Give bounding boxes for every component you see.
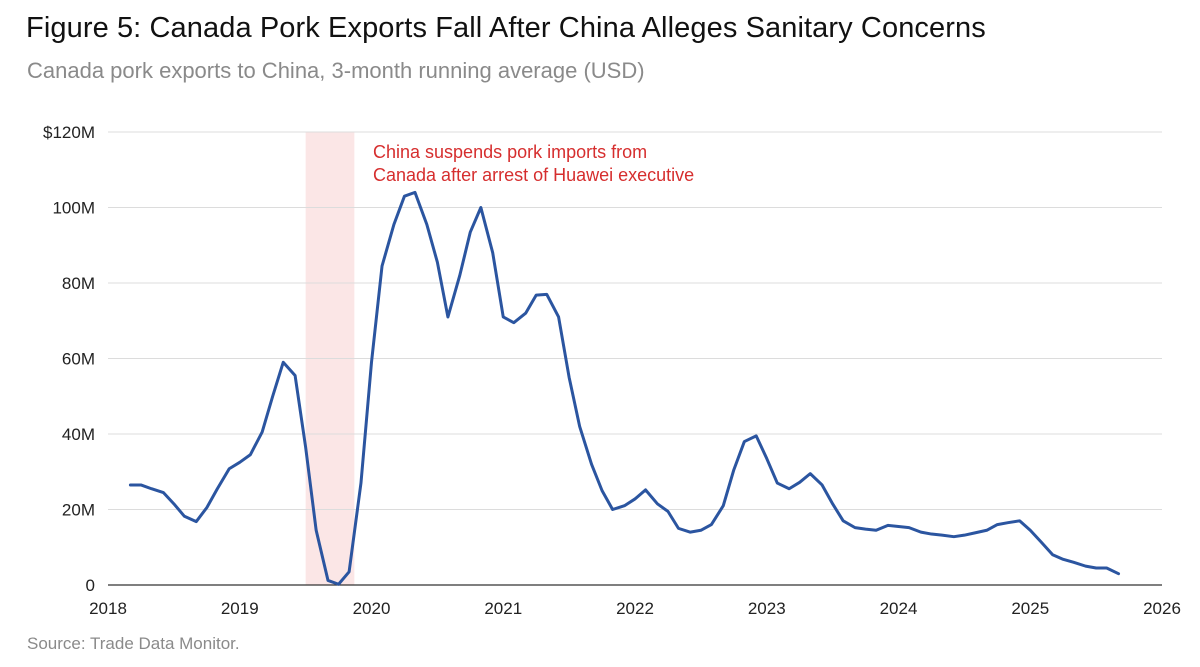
y-tick-label: 0	[86, 576, 95, 595]
y-tick-labels: 0 20M 40M 60M 80M 100M $120M	[43, 123, 95, 595]
x-tick-labels: 2018 2019 2020 2021 2022 2023 2024 2025 2026	[89, 599, 1181, 618]
x-tick-label: 2021	[484, 599, 522, 618]
source-note: Source: Trade Data Monitor.	[27, 634, 240, 653]
y-tick-label: 20M	[62, 501, 95, 520]
x-tick-label: 2019	[221, 599, 259, 618]
annotation: China suspends pork imports from Canada a…	[373, 142, 694, 185]
y-tick-label: 80M	[62, 274, 95, 293]
x-tick-label: 2023	[748, 599, 786, 618]
series-layer	[128, 190, 1121, 586]
gridlines	[108, 131, 1162, 510]
x-tick-label: 2018	[89, 599, 127, 618]
chart-title: Figure 5: Canada Pork Exports Fall After…	[26, 12, 986, 44]
series-line	[128, 190, 1121, 586]
x-tick-label: 2025	[1011, 599, 1049, 618]
y-tick-label: 60M	[62, 350, 95, 369]
y-tick-label: $120M	[43, 123, 95, 142]
y-tick-label: 100M	[52, 199, 95, 218]
x-tick-label: 2022	[616, 599, 654, 618]
y-tick-label: 40M	[62, 425, 95, 444]
annotation-line: China suspends pork imports from	[373, 142, 647, 162]
x-tick-label: 2024	[880, 599, 918, 618]
x-tick-label: 2020	[353, 599, 391, 618]
x-tick-label: 2026	[1143, 599, 1181, 618]
annotation-line: Canada after arrest of Huawei executive	[373, 165, 694, 185]
chart-subtitle: Canada pork exports to China, 3-month ru…	[27, 58, 645, 83]
